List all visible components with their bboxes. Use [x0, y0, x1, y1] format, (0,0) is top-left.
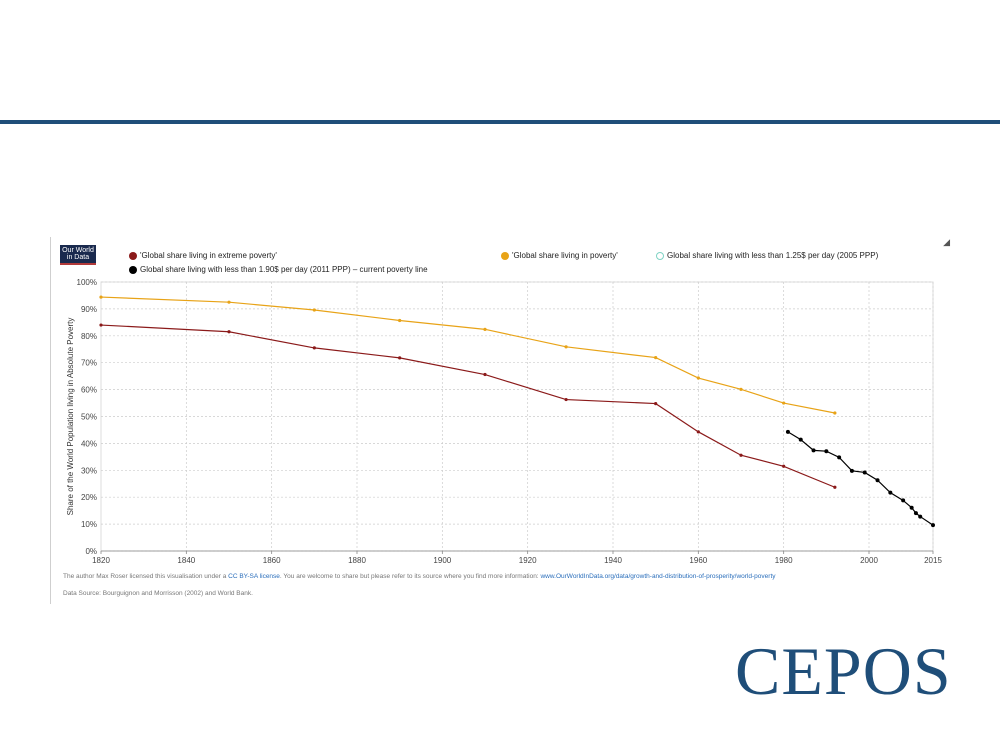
license-text-post: . You are welcome to share but please re…	[279, 573, 539, 580]
y-tick-label: 70%	[81, 359, 97, 368]
data-point-series-1	[782, 401, 786, 405]
legend-label-190-per-day: Global share living with less than 1.90$…	[140, 265, 428, 274]
legend-dot-190-per-day	[129, 265, 137, 274]
data-point-series-0	[227, 330, 231, 334]
y-tick-label: 90%	[81, 305, 97, 314]
data-point-series-1	[398, 318, 402, 323]
data-point-series-2	[798, 437, 803, 442]
data-point-series-1	[564, 345, 568, 349]
license-text-pre: The author Max Roser licensed this visua…	[63, 573, 227, 580]
owid-logo-line1: Our World	[62, 247, 94, 254]
data-point-series-2	[931, 523, 935, 528]
data-point-series-0	[696, 430, 700, 434]
cepos-logo: CEPOS	[735, 633, 952, 709]
x-tick-label: 1920	[519, 556, 537, 565]
data-point-series-0	[654, 401, 658, 406]
legend-label-125-per-day: Global share living with less than 1.25$…	[667, 251, 879, 260]
data-point-series-1	[227, 300, 231, 304]
owid-logo[interactable]: Our World in Data	[60, 245, 96, 265]
x-tick-label: 1820	[92, 556, 110, 565]
data-point-series-2	[909, 505, 914, 510]
y-tick-label: 40%	[81, 439, 97, 448]
x-tick-label: 1880	[348, 556, 366, 565]
license-link[interactable]: CC BY-SA license	[228, 573, 280, 580]
data-point-series-2	[918, 514, 923, 519]
y-tick-label: 60%	[81, 386, 97, 395]
x-tick-label: 1960	[689, 556, 707, 565]
y-tick-label: 80%	[81, 332, 97, 341]
data-point-series-1	[654, 355, 658, 360]
x-tick-label: 1980	[775, 556, 793, 565]
poverty-line-chart: 0% 10% 20% 30% 40% 50% 60% 70% 80% 90% 100% 1820 184…	[66, 278, 942, 565]
legend-label-poverty: 'Global share living in poverty'	[512, 251, 618, 260]
data-point-series-2	[875, 478, 880, 483]
data-point-series-1	[99, 295, 103, 299]
data-point-series-2	[862, 470, 867, 475]
data-point-series-0	[483, 372, 487, 377]
y-tick-label: 30%	[81, 466, 97, 475]
legend-label-extreme-poverty: 'Global share living in extreme poverty'	[140, 251, 277, 260]
y-tick-label: 10%	[81, 520, 97, 529]
y-tick-label: 50%	[81, 413, 97, 422]
data-point-series-1	[696, 376, 700, 380]
legend-dot-125-per-day	[656, 251, 664, 260]
data-point-series-0	[398, 356, 402, 360]
y-tick-label: 20%	[81, 493, 97, 502]
license-note: The author Max Roser licensed this visua…	[63, 573, 776, 580]
x-tick-label: 2015	[924, 556, 942, 565]
data-point-series-2	[837, 455, 842, 460]
legend-dot-extreme-poverty	[129, 251, 137, 260]
x-tick-label: 1840	[177, 556, 195, 565]
owid-logo-line2: in Data	[66, 254, 90, 261]
data-point-series-0	[564, 397, 568, 402]
legend-item-125-per-day[interactable]: Global share living with less than 1.25$…	[656, 251, 878, 260]
x-tick-label: 2000	[860, 556, 878, 565]
data-point-series-0	[782, 464, 786, 468]
x-tick-label: 1860	[263, 556, 281, 565]
source-link[interactable]: www.OurWorldInData.org/data/growth-and-d…	[540, 573, 776, 580]
x-tick-label: 1940	[604, 556, 622, 565]
data-point-series-0	[833, 485, 837, 489]
legend-item-190-per-day[interactable]: Global share living with less than 1.90$…	[129, 265, 428, 274]
data-point-series-1	[833, 411, 837, 415]
data-point-series-2	[913, 511, 918, 516]
data-point-series-2	[888, 490, 893, 495]
data-source-note: Data Source: Bourguignon and Morrisson (…	[63, 590, 253, 597]
data-point-series-0	[99, 323, 103, 327]
data-point-series-0	[739, 453, 743, 457]
legend-item-poverty[interactable]: 'Global share living in poverty'	[501, 251, 618, 260]
legend-dot-poverty	[501, 251, 509, 260]
data-point-series-2	[811, 448, 816, 453]
data-point-series-0	[312, 346, 316, 350]
y-axis-label: Share of the World Population living in …	[66, 318, 75, 516]
data-point-series-2	[824, 449, 829, 454]
header-rule	[0, 120, 1000, 124]
y-tick-label: 0%	[85, 547, 97, 556]
x-tick-label: 1900	[433, 556, 451, 565]
data-point-series-1	[312, 308, 316, 312]
legend-item-extreme-poverty[interactable]: 'Global share living in extreme poverty'	[129, 251, 277, 260]
y-tick-label: 100%	[77, 278, 97, 287]
data-point-series-1	[483, 327, 487, 331]
cursor-icon: ◢	[943, 237, 950, 247]
data-point-series-2	[849, 468, 854, 473]
data-point-series-2	[901, 498, 906, 503]
data-point-series-1	[739, 387, 743, 391]
chart-frame: Our World in Data 'Global share living i…	[50, 237, 950, 604]
data-point-series-2	[785, 429, 790, 434]
